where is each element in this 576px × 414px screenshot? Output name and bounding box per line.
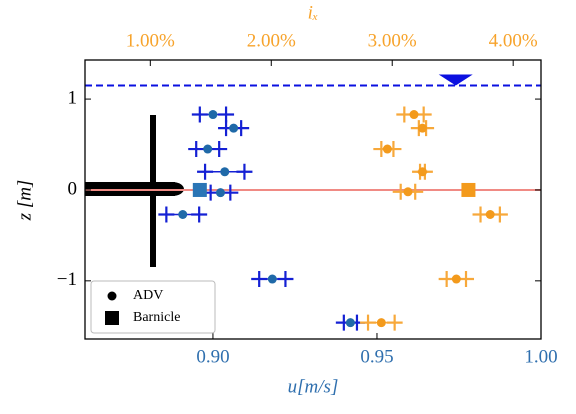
error-bar xyxy=(438,271,475,288)
point xyxy=(409,110,419,120)
error-cap xyxy=(197,163,214,180)
point xyxy=(382,144,392,154)
legend-marker xyxy=(107,291,117,301)
x-tick-label: 0.95 xyxy=(360,346,393,367)
point xyxy=(461,182,476,197)
error-cap xyxy=(222,184,239,201)
legend-label: Barnicle xyxy=(133,310,180,325)
x2-axis-label: iₓ xyxy=(308,2,319,23)
point xyxy=(215,188,225,198)
x-axis-label: u[m/s] xyxy=(288,376,339,397)
point xyxy=(229,123,239,133)
point xyxy=(417,123,427,133)
error-cap xyxy=(158,206,175,223)
error-cap xyxy=(236,163,253,180)
error-cap xyxy=(191,206,208,223)
x-tick-label: 0.90 xyxy=(196,346,229,367)
point xyxy=(192,182,207,197)
error-cap xyxy=(251,271,268,288)
point xyxy=(267,274,277,284)
legend-marker xyxy=(105,311,119,325)
y-axis-label: z [m] xyxy=(14,180,35,222)
y-tick-label: 1 xyxy=(68,87,78,108)
point xyxy=(203,144,213,154)
y-tick-label: 0 xyxy=(68,178,78,199)
legend-label: ADV xyxy=(133,288,163,303)
surface-marker xyxy=(438,74,473,86)
x2-tick-label: 1.00% xyxy=(126,30,175,51)
plot-frame xyxy=(84,59,542,340)
point xyxy=(220,167,230,177)
error-cap xyxy=(386,314,403,331)
point xyxy=(345,318,355,328)
point xyxy=(403,187,413,197)
x2-tick-label: 2.00% xyxy=(247,30,296,51)
error-cap xyxy=(277,271,294,288)
y-tick-label: −1 xyxy=(57,269,77,290)
error-cap xyxy=(191,106,208,123)
point xyxy=(417,167,427,177)
point xyxy=(485,209,495,219)
legend-box xyxy=(90,280,216,334)
point xyxy=(178,209,188,219)
x-tick-label: 1.00 xyxy=(524,346,557,367)
x2-tick-label: 3.00% xyxy=(368,30,417,51)
error-cap xyxy=(360,314,377,331)
error-cap xyxy=(188,141,205,158)
error-cap xyxy=(218,106,235,123)
point xyxy=(208,110,218,120)
x2-tick-label: 4.00% xyxy=(489,30,538,51)
point xyxy=(376,318,386,328)
error-cap xyxy=(211,141,228,158)
plot-area xyxy=(85,115,184,267)
error-bar xyxy=(251,271,294,288)
point xyxy=(451,274,461,284)
